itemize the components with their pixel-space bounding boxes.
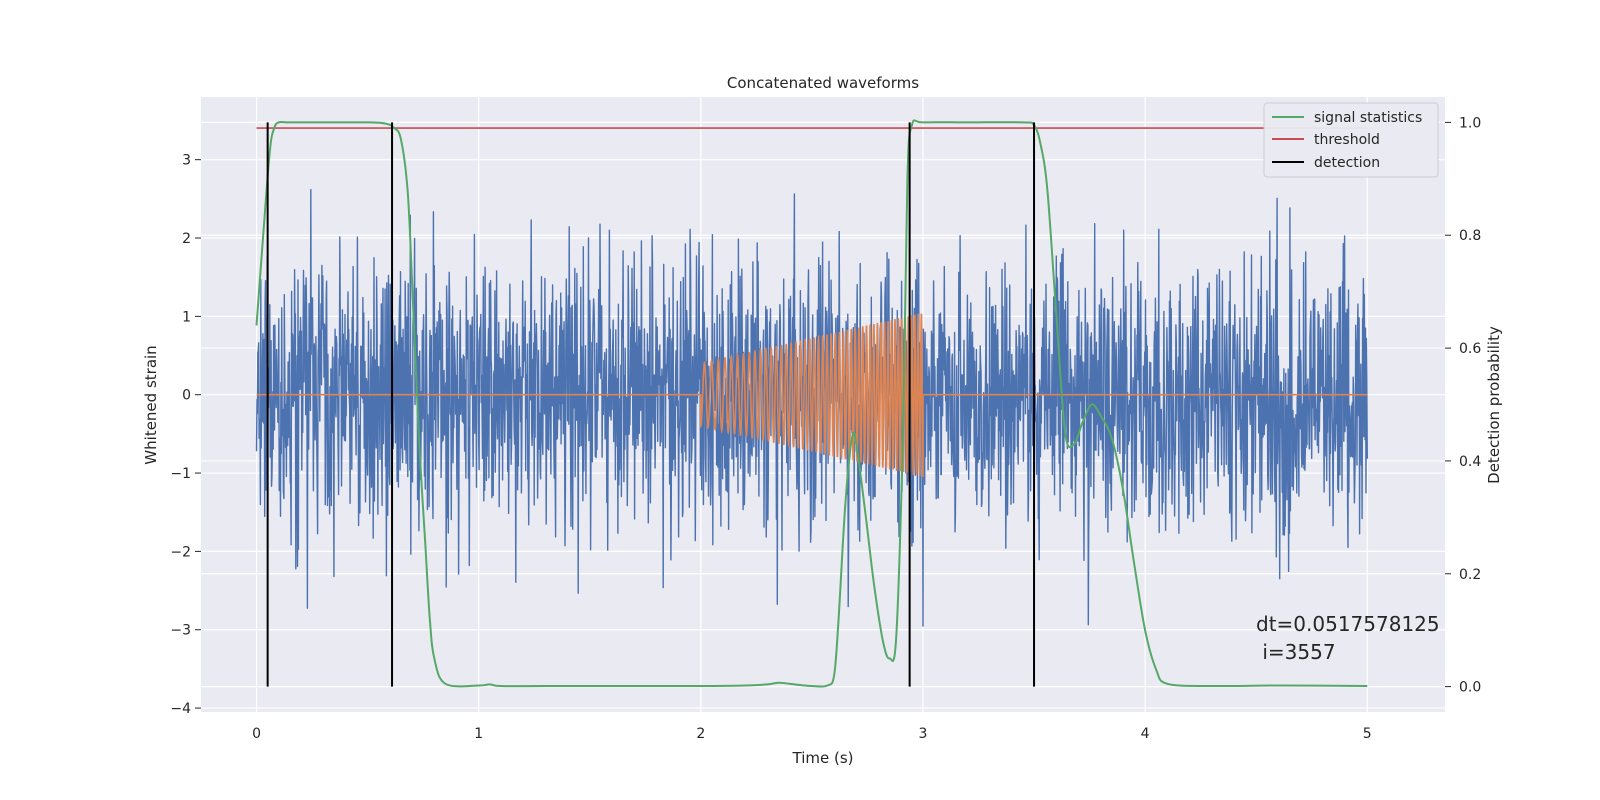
y-tick-label-right: 0.6: [1459, 341, 1481, 357]
y-axis-label-right: Detection probability: [1485, 326, 1503, 484]
y-tick-label-right: 0.8: [1459, 228, 1481, 244]
x-axis-label: Time (s): [792, 749, 854, 767]
y-tick-label-left: −1: [170, 466, 191, 482]
y-axis-label-left: Whitened strain: [142, 345, 160, 464]
legend-label-threshold: threshold: [1314, 132, 1380, 148]
chart-title: Concatenated waveforms: [727, 74, 919, 92]
signal-statistics-series: [255, 119, 1368, 688]
y-tick-label-left: −3: [170, 623, 191, 639]
x-tick-label: 4: [1141, 726, 1150, 742]
y-tick-label-left: 0: [182, 388, 191, 404]
legend: signal statistics threshold detection: [1263, 102, 1439, 178]
y-tick-label-left: 1: [182, 309, 191, 325]
y-tick-label-left: 3: [182, 153, 191, 169]
x-tick-label: 2: [696, 726, 705, 742]
strain-series: [255, 188, 1368, 627]
y-tick-label-right: 0.4: [1459, 454, 1481, 470]
x-tick-label: 3: [919, 726, 928, 742]
y-tick-label-left: −2: [170, 544, 191, 560]
template-series: [256, 313, 1368, 478]
y-tick-label-right: 0.0: [1459, 680, 1481, 696]
y-tick-label-right: 0.2: [1459, 567, 1481, 583]
legend-label-detection: detection: [1314, 155, 1380, 171]
axis-ticks: 0 1 2 3 4 5 −4 −3 −2 −1 0 1 2 3 0.0 0.2 0.4 0.6 0.8 1.0: [170, 115, 1481, 742]
x-tick-label: 0: [252, 726, 261, 742]
y-tick-label-left: 2: [182, 231, 191, 247]
detection-series: [266, 122, 1036, 687]
annotation-index: i=3557: [1256, 640, 1336, 664]
template-line: [256, 313, 1368, 478]
strain-line: [255, 188, 1368, 627]
signal-statistics-line: [255, 119, 1368, 688]
x-tick-label: 1: [474, 726, 483, 742]
y-tick-label-left: −4: [170, 701, 191, 717]
annotation-dt: dt=0.0517578125: [1256, 612, 1440, 636]
legend-box: [1263, 102, 1439, 178]
x-tick-label: 5: [1363, 726, 1372, 742]
legend-label-signal-statistics: signal statistics: [1314, 110, 1422, 126]
y-tick-label-right: 1.0: [1459, 115, 1481, 131]
